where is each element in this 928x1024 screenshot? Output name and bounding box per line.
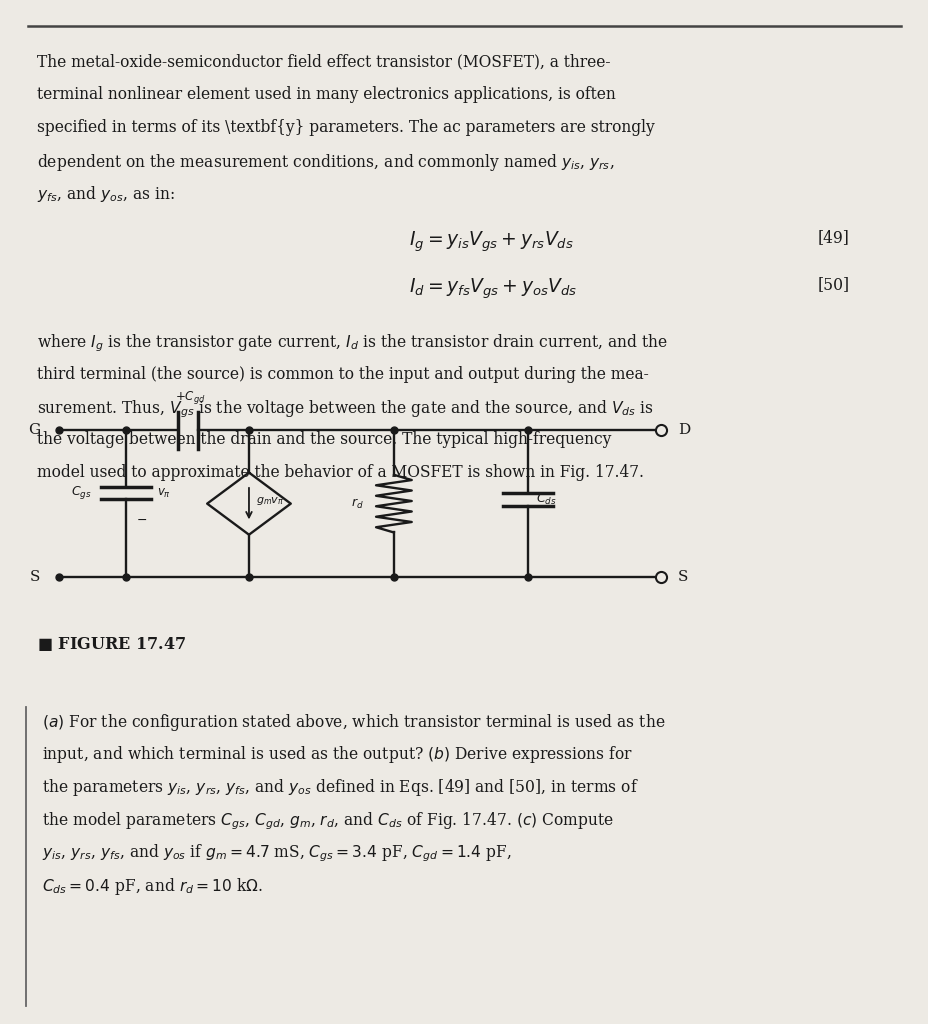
Text: S: S	[677, 569, 688, 584]
Text: [50]: [50]	[817, 276, 849, 294]
Text: the model parameters $C_{gs}$, $C_{gd}$, $g_m$, $r_d$, and $C_{ds}$ of Fig. 17.4: the model parameters $C_{gs}$, $C_{gd}$,…	[42, 810, 613, 831]
Text: $C_{ds}$: $C_{ds}$	[535, 492, 556, 507]
Text: third terminal (the source) is common to the input and output during the mea-: third terminal (the source) is common to…	[37, 366, 649, 383]
Text: The metal-oxide-semiconductor field effect transistor (MOSFET), a three-: The metal-oxide-semiconductor field effe…	[37, 53, 610, 71]
Text: $v_\pi$: $v_\pi$	[157, 487, 171, 501]
Text: $+ C_{gd}$: $+ C_{gd}$	[175, 389, 205, 407]
Text: $r_d$: $r_d$	[350, 497, 363, 511]
Text: input, and which terminal is used as the output? $(b)$ Derive expressions for: input, and which terminal is used as the…	[42, 744, 632, 766]
Text: S: S	[30, 569, 40, 584]
Text: G: G	[28, 423, 40, 437]
Text: $I_d = y_{fs}V_{gs} + y_{os}V_{ds}$: $I_d = y_{fs}V_{gs} + y_{os}V_{ds}$	[408, 276, 576, 301]
Text: the parameters $y_{is}$, $y_{rs}$, $y_{fs}$, and $y_{os}$ defined in Eqs. [49] a: the parameters $y_{is}$, $y_{rs}$, $y_{f…	[42, 777, 638, 799]
Text: $-$: $-$	[136, 513, 148, 525]
Text: $I_g = y_{is}V_{gs} + y_{rs}V_{ds}$: $I_g = y_{is}V_{gs} + y_{rs}V_{ds}$	[408, 229, 573, 254]
Text: $g_m v_\pi$: $g_m v_\pi$	[255, 496, 284, 508]
Text: specified in terms of its \textbf{y} parameters. The ac parameters are strongly: specified in terms of its \textbf{y} par…	[37, 119, 654, 136]
Text: $(a)$ For the configuration stated above, which transistor terminal is used as t: $(a)$ For the configuration stated above…	[42, 712, 664, 733]
Text: D: D	[677, 423, 690, 437]
Text: $\blacksquare$ FIGURE 17.47: $\blacksquare$ FIGURE 17.47	[37, 635, 186, 653]
Text: surement. Thus, $V_{gs}$ is the voltage between the gate and the source, and $V_: surement. Thus, $V_{gs}$ is the voltage …	[37, 398, 653, 420]
Text: $y_{is}$, $y_{rs}$, $y_{fs}$, and $y_{os}$ if $g_m = 4.7$ mS, $C_{gs} = 3.4$ pF,: $y_{is}$, $y_{rs}$, $y_{fs}$, and $y_{os…	[42, 843, 511, 864]
Text: terminal nonlinear element used in many electronics applications, is often: terminal nonlinear element used in many …	[37, 86, 615, 103]
Text: the voltage between the drain and the source. The typical high-frequency: the voltage between the drain and the so…	[37, 431, 611, 449]
Text: [49]: [49]	[817, 229, 848, 247]
Text: $C_{gs}$: $C_{gs}$	[71, 484, 92, 502]
Text: where $I_g$ is the transistor gate current, $I_d$ is the transistor drain curren: where $I_g$ is the transistor gate curre…	[37, 333, 667, 354]
Text: $y_{fs}$, and $y_{os}$, as in:: $y_{fs}$, and $y_{os}$, as in:	[37, 184, 174, 205]
Text: $C_{ds} = 0.4$ pF, and $r_d = 10$ k$\Omega$.: $C_{ds} = 0.4$ pF, and $r_d = 10$ k$\Ome…	[42, 876, 263, 897]
Text: model used to approximate the behavior of a MOSFET is shown in Fig. 17.47.: model used to approximate the behavior o…	[37, 464, 643, 481]
Text: dependent on the measurement conditions, and commonly named $y_{is}$, $y_{rs}$,: dependent on the measurement conditions,…	[37, 152, 614, 173]
